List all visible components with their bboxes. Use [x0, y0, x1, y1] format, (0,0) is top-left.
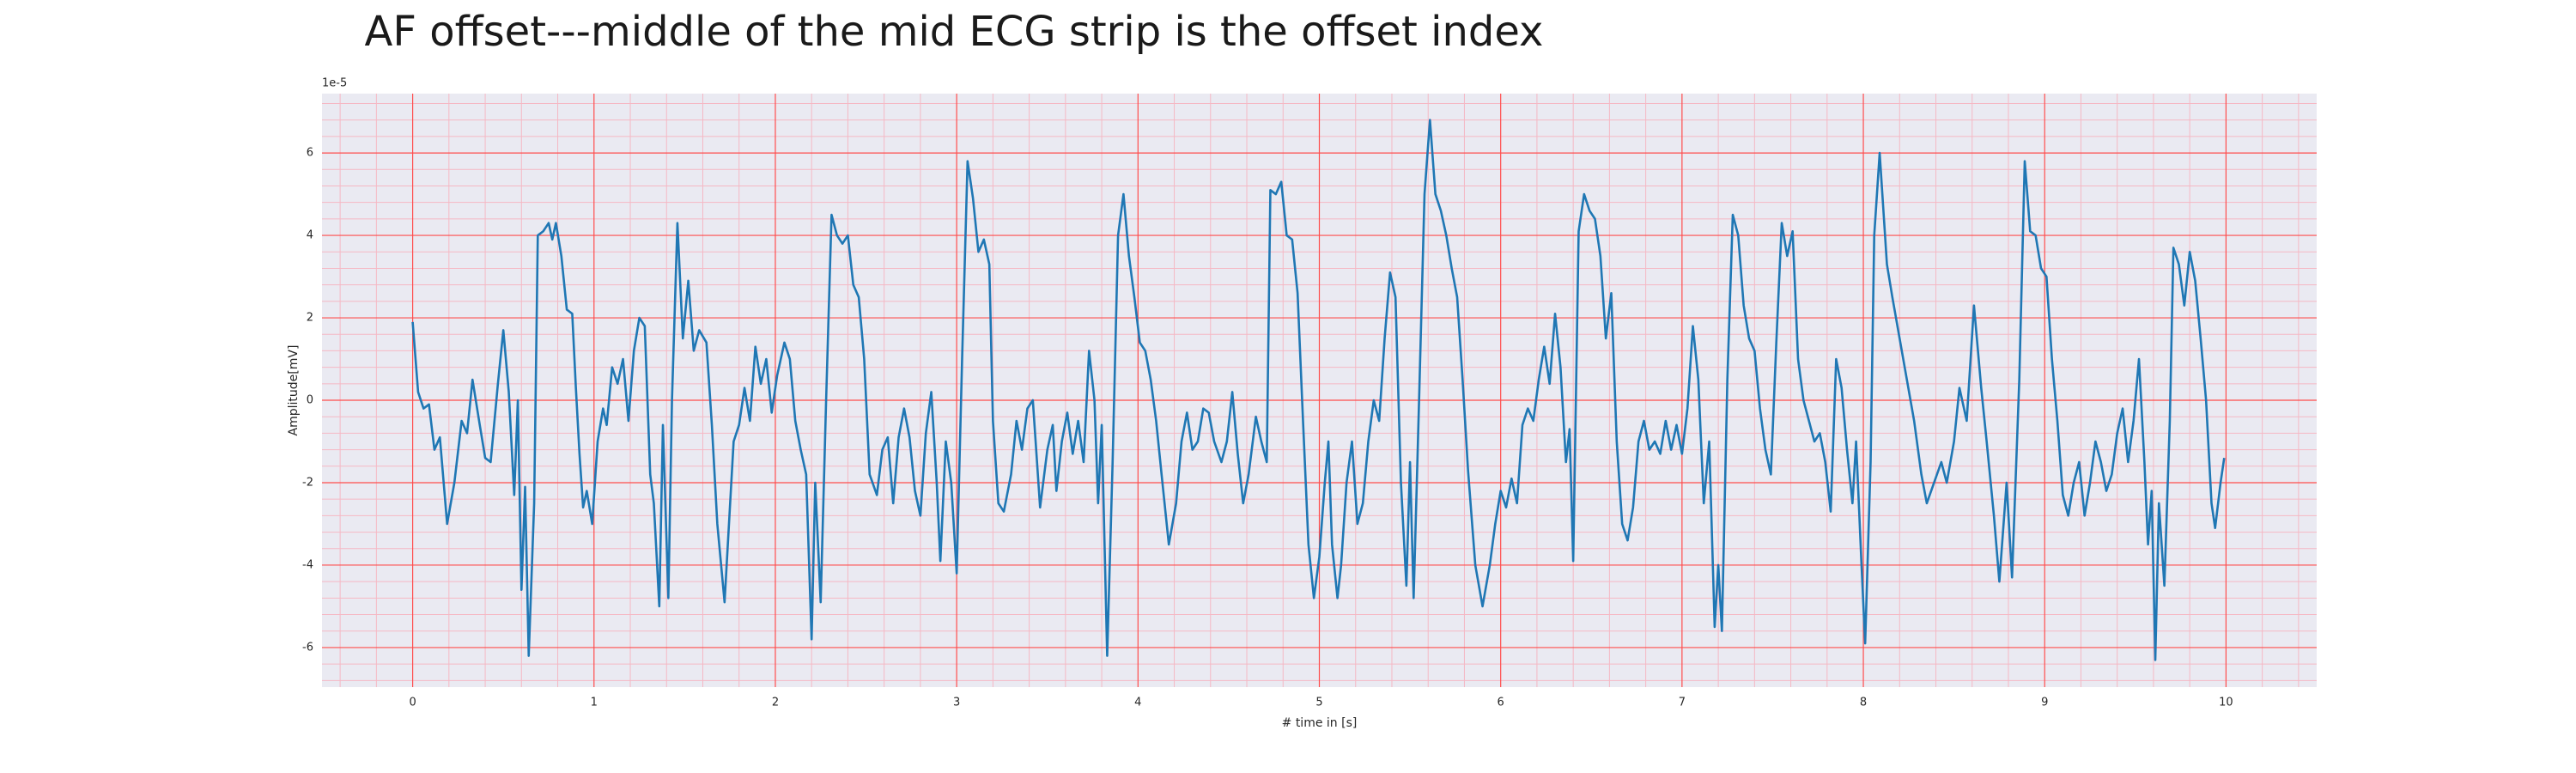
y-tick-label: 0: [307, 394, 313, 407]
x-tick-label: 1: [591, 697, 598, 709]
x-tick-label: 5: [1315, 697, 1322, 709]
signal-line: [411, 119, 2226, 661]
x-tick-label: 8: [1860, 697, 1867, 709]
x-tick-label: 0: [409, 697, 416, 709]
y-tick-label: -2: [302, 476, 313, 489]
y-tick-label: 6: [307, 147, 313, 160]
y-axis-label: Amplitude[mV]: [287, 345, 301, 436]
x-axis-label: # time in [s]: [1282, 716, 1358, 730]
y-tick-label: 2: [307, 312, 313, 325]
y-tick-label: -4: [302, 558, 313, 571]
y-offset-label: 1e-5: [322, 77, 347, 90]
y-tick-label: 4: [307, 229, 313, 242]
x-tick-label: 6: [1498, 697, 1504, 709]
chart-title: AF offset---middle of the mid ECG strip …: [365, 8, 1544, 56]
x-tick-label: 10: [2219, 697, 2233, 709]
x-tick-label: 7: [1679, 697, 1686, 709]
x-tick-label: 2: [772, 697, 779, 709]
x-tick-label: 9: [2041, 697, 2048, 709]
x-tick-label: 4: [1134, 697, 1141, 709]
x-tick-label: 3: [953, 697, 960, 709]
y-tick-label: -6: [302, 641, 313, 654]
